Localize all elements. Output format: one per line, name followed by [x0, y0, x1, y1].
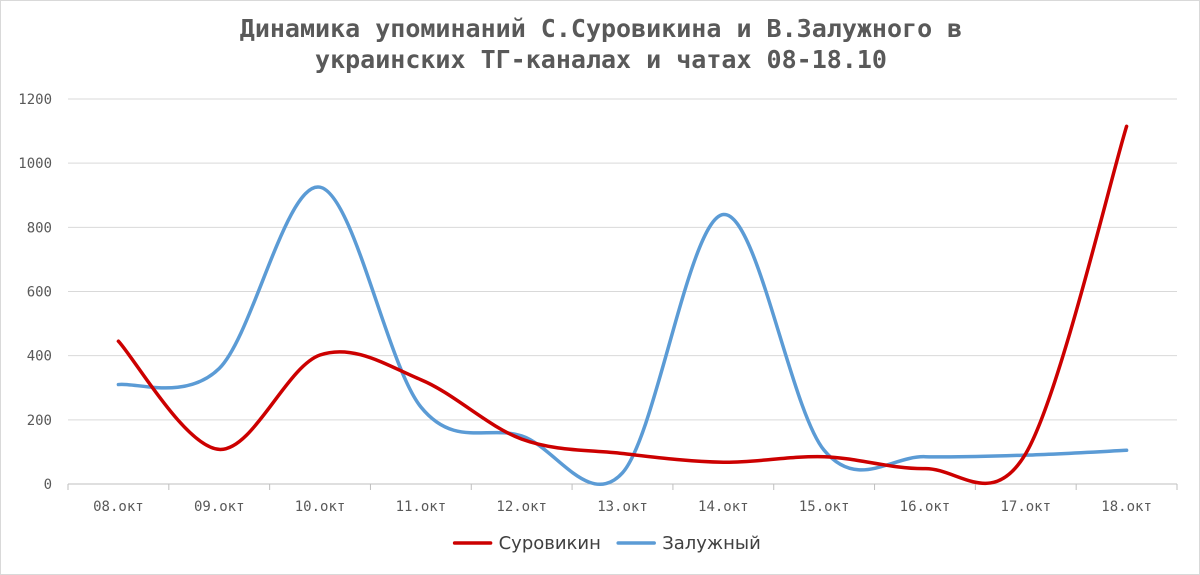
y-tick-label: 800 — [27, 220, 52, 236]
y-tick-label: 1000 — [18, 156, 52, 172]
y-tick-label: 200 — [27, 413, 52, 429]
series-line-2 — [116, 185, 1129, 487]
x-tick-label: 10.окт — [295, 499, 346, 515]
x-tick-label: 12.окт — [496, 499, 547, 515]
x-axis: 08.окт 09.окт 10.окт 11.окт 12.окт 13.окт 14.о… — [67, 484, 1178, 515]
series-line-1 — [116, 124, 1129, 486]
y-tick-label: 1200 — [18, 92, 52, 108]
series-lines — [116, 124, 1129, 487]
x-tick-label: 11.окт — [396, 499, 447, 515]
x-tick-label: 14.окт — [698, 499, 749, 515]
chart-title: Динамика упоминаний С.Суровикина и В.Зал… — [239, 14, 963, 74]
x-tick-label: 15.окт — [799, 499, 850, 515]
y-tick-label: 400 — [27, 349, 52, 365]
gridlines — [68, 98, 1177, 485]
legend: Суровикин Залужный — [452, 533, 761, 554]
x-tick-label: 18.окт — [1101, 499, 1152, 515]
legend-label: Залужный — [662, 533, 761, 554]
x-tick-label: 17.окт — [1000, 499, 1051, 515]
y-tick-label: 0 — [44, 477, 52, 493]
y-axis: 0 200 400 600 800 1000 1200 — [18, 92, 52, 493]
x-tick-label: 08.окт — [93, 499, 144, 515]
y-tick-label: 600 — [27, 285, 52, 301]
legend-label: Суровикин — [499, 533, 601, 554]
x-tick-label: 16.окт — [900, 499, 951, 515]
x-tick-label: 09.окт — [194, 499, 245, 515]
x-tick-label: 13.окт — [597, 499, 648, 515]
